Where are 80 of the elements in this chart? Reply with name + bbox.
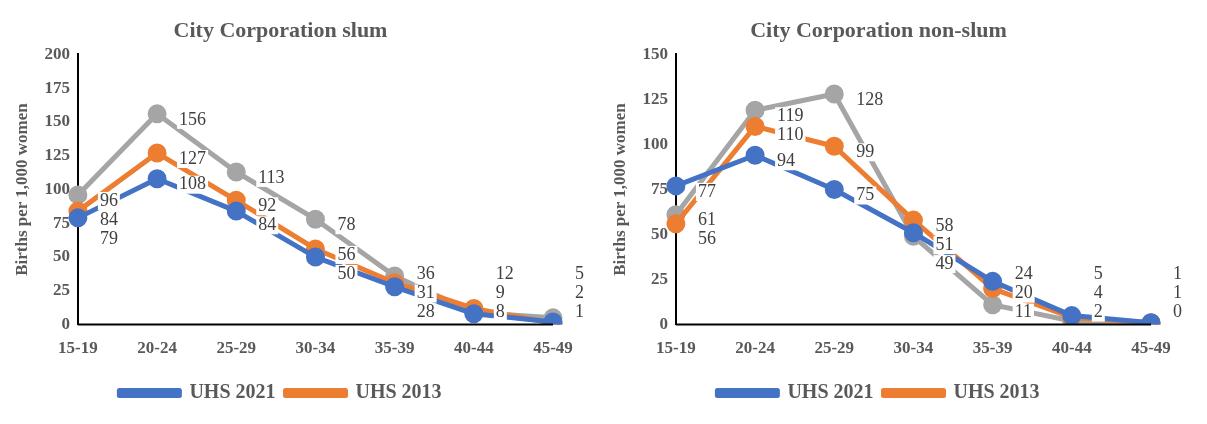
y-tick-label: 100	[642, 133, 668, 153]
y-tick-label: 25	[650, 268, 668, 288]
data-label: 79	[99, 227, 118, 248]
legend-label: UHS 2021	[787, 380, 874, 403]
y-tick-label: 0	[659, 313, 668, 333]
data-label: 119	[777, 104, 804, 125]
x-tick-label: 20-24	[735, 338, 776, 358]
x-tick-label: 25-29	[216, 338, 257, 358]
x-tick-label: 45-49	[533, 338, 573, 358]
legend-label: UHS 2013	[953, 380, 1040, 403]
data-label: 1	[1173, 282, 1182, 303]
data-label: 1	[1173, 263, 1182, 284]
x-tick-label: 45-49	[1131, 338, 1171, 358]
y-tick-label: 50	[52, 246, 70, 266]
data-label: 96	[99, 189, 118, 210]
x-tick-label: 30-34	[893, 338, 934, 358]
data-label: 1	[575, 301, 584, 322]
data-label: 56	[697, 228, 716, 249]
y-tick-label: 125	[642, 88, 668, 108]
x-tick-label: 40-44	[453, 338, 495, 358]
data-label: 110	[777, 123, 804, 144]
x-tick-label: 35-39	[972, 338, 1013, 358]
data-label: 49	[935, 252, 954, 273]
x-tick-label: 40-44	[1051, 338, 1093, 358]
data-label: 20	[1014, 282, 1033, 303]
data-label: 36	[416, 263, 435, 284]
data-label: 92	[258, 195, 277, 216]
y-tick-label: 75	[650, 178, 668, 198]
data-label: 5	[1093, 263, 1103, 284]
data-label: 2	[1093, 301, 1103, 322]
y-axis-title: Births per 1,000 women	[609, 102, 629, 276]
y-tick-label: 75	[52, 212, 70, 232]
y-tick-label: 100	[44, 178, 70, 198]
chart-title: City Corporation slum	[173, 16, 388, 42]
y-tick-label: 25	[52, 280, 70, 300]
data-label: 75	[856, 184, 875, 205]
data-label: 28	[416, 301, 435, 322]
data-label: 61	[697, 209, 716, 230]
data-label: 78	[337, 213, 356, 234]
data-label: 9	[495, 282, 505, 303]
data-label: 99	[856, 141, 875, 161]
data-label: 128	[856, 88, 884, 109]
x-tick-label: 35-39	[374, 338, 415, 358]
data-label: 0	[1173, 301, 1182, 322]
data-label: 51	[935, 233, 954, 254]
data-label: 58	[935, 214, 954, 235]
y-tick-label: 50	[650, 223, 668, 243]
data-label: 24	[1014, 263, 1033, 284]
data-label: 12	[495, 263, 514, 284]
data-label: 4	[1093, 282, 1103, 303]
data-label: 31	[416, 282, 435, 303]
chart-title: City Corporation non-slum	[750, 16, 1007, 42]
y-axis-title: Births per 1,000 women	[11, 102, 31, 276]
data-label: 84	[258, 214, 277, 235]
x-tick-label: 25-29	[814, 338, 855, 358]
data-label: 94	[777, 150, 796, 171]
legend-label: UHS 2013	[355, 380, 442, 403]
y-tick-label: 150	[642, 43, 668, 63]
data-label: 50	[337, 262, 356, 283]
data-label: 5	[575, 263, 584, 284]
data-label: 127	[179, 147, 207, 168]
y-tick-label: 0	[61, 313, 70, 333]
y-tick-label: 125	[44, 145, 70, 165]
data-label: 11	[1014, 301, 1032, 322]
data-label: 8	[495, 301, 505, 322]
x-tick-label: 20-24	[137, 338, 178, 358]
data-label: 108	[179, 173, 207, 194]
legend-label: UHS 2021	[189, 380, 276, 403]
data-label: 2	[575, 282, 584, 303]
data-label: 156	[179, 108, 207, 129]
data-label: 113	[258, 166, 285, 187]
data-label: 84	[99, 208, 118, 229]
y-tick-label: 175	[44, 77, 70, 97]
x-tick-label: 15-19	[58, 338, 98, 358]
x-tick-label: 15-19	[656, 338, 696, 358]
y-tick-label: 150	[44, 111, 70, 131]
y-tick-label: 200	[44, 43, 70, 63]
data-label: 56	[337, 243, 356, 264]
data-label: 77	[697, 180, 716, 201]
x-tick-label: 30-34	[295, 338, 336, 358]
